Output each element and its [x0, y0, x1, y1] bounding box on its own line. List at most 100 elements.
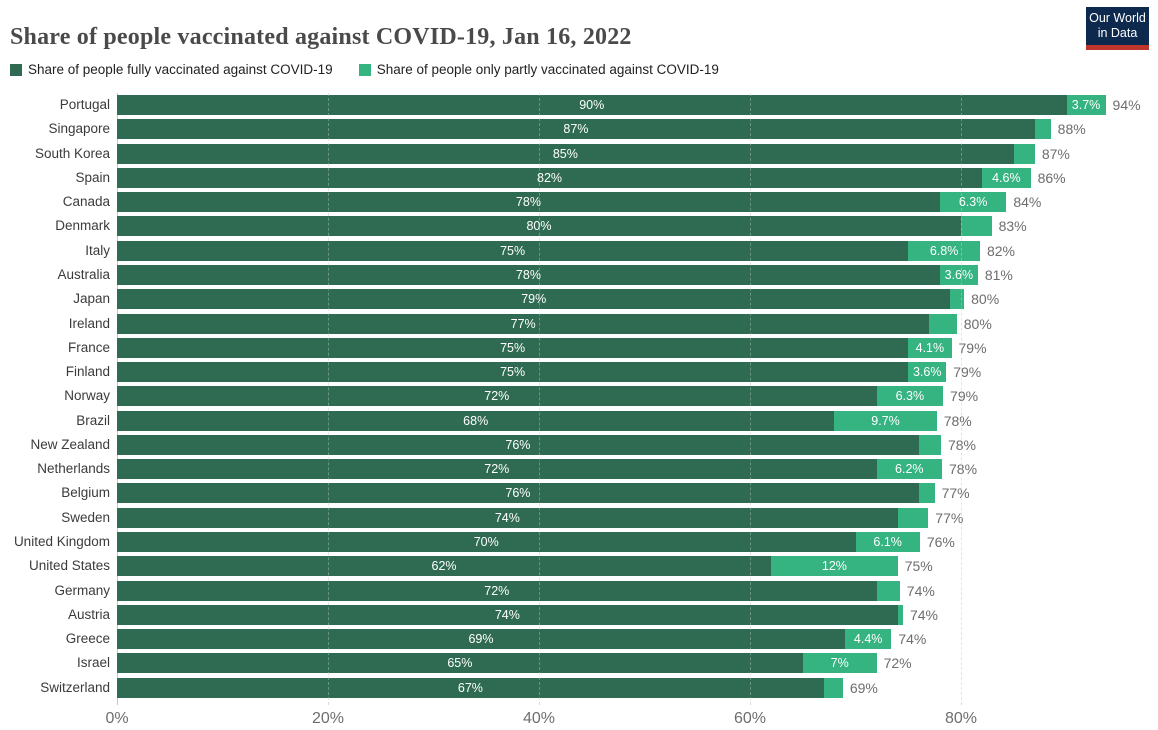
partly-vaccinated-segment[interactable]: 7%: [802, 653, 877, 674]
fully-vaccinated-segment[interactable]: 80%: [117, 216, 961, 237]
partly-value-label: 6.2%: [895, 462, 924, 477]
fully-value-label: 77%: [510, 316, 536, 331]
partly-vaccinated-segment[interactable]: 3.7%: [1066, 95, 1106, 115]
fully-value-label: 67%: [457, 680, 483, 695]
chart-row: Brazil 68% 9.7% 78%: [0, 409, 1158, 433]
bar-australia: 78% 3.6% 81%: [117, 264, 1013, 285]
fully-vaccinated-segment[interactable]: 75%: [117, 240, 909, 261]
fully-vaccinated-segment[interactable]: 68%: [117, 410, 835, 431]
bar-brazil: 68% 9.7% 78%: [117, 410, 972, 431]
fully-vaccinated-segment[interactable]: 82%: [117, 167, 983, 188]
country-label: Ireland: [68, 315, 110, 331]
partly-vaccinated-segment[interactable]: [823, 677, 843, 698]
x-axis-tick-label: 40%: [522, 710, 556, 727]
total-value-label: 84%: [1013, 194, 1042, 211]
partly-vaccinated-segment[interactable]: 12%: [771, 556, 898, 577]
total-value-label: 82%: [986, 242, 1016, 259]
fully-vaccinated-segment[interactable]: 67%: [117, 677, 824, 698]
chart-row: United Kingdom 70% 6.1% 76%: [0, 530, 1158, 554]
partly-value-label: 7%: [830, 656, 849, 671]
fully-value-label: 68%: [463, 413, 489, 428]
fully-vaccinated-segment[interactable]: 74%: [117, 604, 898, 625]
partly-vaccinated-segment[interactable]: 6.3%: [939, 192, 1007, 213]
partly-vaccinated-segment[interactable]: [1034, 119, 1051, 140]
partly-value-label: 6.8%: [929, 243, 959, 258]
partly-vaccinated-segment[interactable]: [897, 507, 929, 528]
total-value-label: 78%: [947, 436, 976, 453]
partly-vaccinated-segment[interactable]: 6.1%: [855, 532, 920, 553]
fully-vaccinated-segment[interactable]: 72%: [117, 459, 877, 480]
fully-vaccinated-segment[interactable]: 74%: [117, 507, 898, 528]
fully-vaccinated-segment[interactable]: 65%: [117, 653, 803, 674]
partly-vaccinated-segment[interactable]: 3.6%: [939, 264, 978, 285]
chart-row: Greece 69% 4.4% 74%: [0, 627, 1158, 651]
chart-row: Ireland 77% 80%: [0, 312, 1158, 336]
fully-vaccinated-segment[interactable]: 75%: [117, 337, 909, 358]
country-label: Belgium: [61, 485, 110, 501]
fully-value-label: 90%: [579, 98, 605, 112]
country-label: Italy: [85, 242, 110, 258]
fully-vaccinated-segment[interactable]: 78%: [117, 192, 940, 213]
fully-vaccinated-segment[interactable]: 87%: [117, 119, 1035, 140]
bar-sweden: 74% 77%: [117, 507, 964, 528]
partly-vaccinated-segment[interactable]: 6.3%: [876, 386, 944, 407]
partly-vaccinated-segment[interactable]: 4.1%: [908, 337, 952, 358]
fully-vaccinated-segment[interactable]: 76%: [117, 434, 919, 455]
partly-vaccinated-segment[interactable]: [918, 434, 941, 455]
partly-vaccinated-segment[interactable]: 3.6%: [908, 362, 947, 383]
total-value-label: 86%: [1037, 169, 1066, 186]
fully-vaccinated-segment[interactable]: 62%: [117, 556, 772, 577]
fully-vaccinated-segment[interactable]: 90%: [117, 95, 1067, 115]
fully-vaccinated-segment[interactable]: 76%: [117, 483, 919, 504]
country-label: Norway: [64, 388, 110, 404]
chart-row: New Zealand 76% 78%: [0, 433, 1158, 457]
partly-vaccinated-segment[interactable]: [950, 289, 965, 310]
fully-vaccinated-segment[interactable]: 69%: [117, 629, 845, 650]
fully-vaccinated-segment[interactable]: 72%: [117, 580, 877, 601]
total-value-label: 74%: [909, 606, 938, 623]
owid-logo[interactable]: Our World in Data: [1086, 7, 1149, 50]
legend: Share of people fully vaccinated against…: [10, 62, 719, 77]
chart-row: Belgium 76% 77%: [0, 481, 1158, 505]
partly-vaccinated-segment[interactable]: 6.8%: [908, 240, 980, 261]
country-label: Greece: [65, 631, 110, 647]
country-label: Australia: [57, 266, 110, 282]
chart-row: South Korea 85% 87%: [0, 142, 1158, 166]
fully-vaccinated-segment[interactable]: 78%: [117, 264, 940, 285]
chart-row: Switzerland 67% 69%: [0, 676, 1158, 700]
partly-value-label: 3.6%: [912, 365, 942, 380]
country-label: Finland: [65, 364, 110, 380]
fully-vaccinated-segment[interactable]: 85%: [117, 143, 1014, 164]
partly-vaccinated-segment[interactable]: [876, 580, 900, 601]
partly-vaccinated-segment[interactable]: [1013, 143, 1035, 164]
fully-value-label: 75%: [500, 243, 526, 258]
total-value-label: 77%: [935, 509, 964, 526]
partly-vaccinated-segment[interactable]: [961, 216, 992, 237]
fully-vaccinated-segment[interactable]: 79%: [117, 289, 951, 310]
total-value-label: 79%: [958, 339, 987, 356]
chart-row: Germany 72% 74%: [0, 579, 1158, 603]
country-label: United States: [28, 558, 110, 574]
partly-vaccinated-segment[interactable]: 9.7%: [834, 410, 937, 431]
partly-vaccinated-segment[interactable]: [918, 483, 935, 504]
partly-vaccinated-segment[interactable]: [929, 313, 957, 334]
bar-new-zealand: 76% 78%: [117, 434, 976, 455]
partly-vaccinated-segment[interactable]: 6.2%: [876, 459, 942, 480]
fully-vaccinated-segment[interactable]: 77%: [117, 313, 930, 334]
partly-vaccinated-segment[interactable]: 4.6%: [982, 167, 1031, 188]
chart-row: Finland 75% 3.6% 79%: [0, 360, 1158, 384]
total-value-label: 80%: [963, 315, 992, 332]
partly-vaccinated-segment[interactable]: 4.4%: [844, 629, 892, 650]
bar-canada: 78% 6.3% 84%: [117, 192, 1042, 213]
fully-value-label: 72%: [484, 583, 510, 598]
bar-ireland: 77% 80%: [117, 313, 992, 334]
fully-vaccinated-segment[interactable]: 70%: [117, 532, 856, 553]
partly-vaccinated-segment[interactable]: [897, 604, 903, 625]
country-label: Portugal: [59, 97, 110, 112]
fully-vaccinated-segment[interactable]: 72%: [117, 386, 877, 407]
fully-value-label: 75%: [500, 340, 526, 355]
partly-value-label: 12%: [821, 559, 847, 574]
fully-vaccinated-segment[interactable]: 75%: [117, 362, 909, 383]
x-axis-tick-label: 80%: [944, 710, 978, 727]
x-axis-tick-label: 0%: [105, 710, 129, 727]
